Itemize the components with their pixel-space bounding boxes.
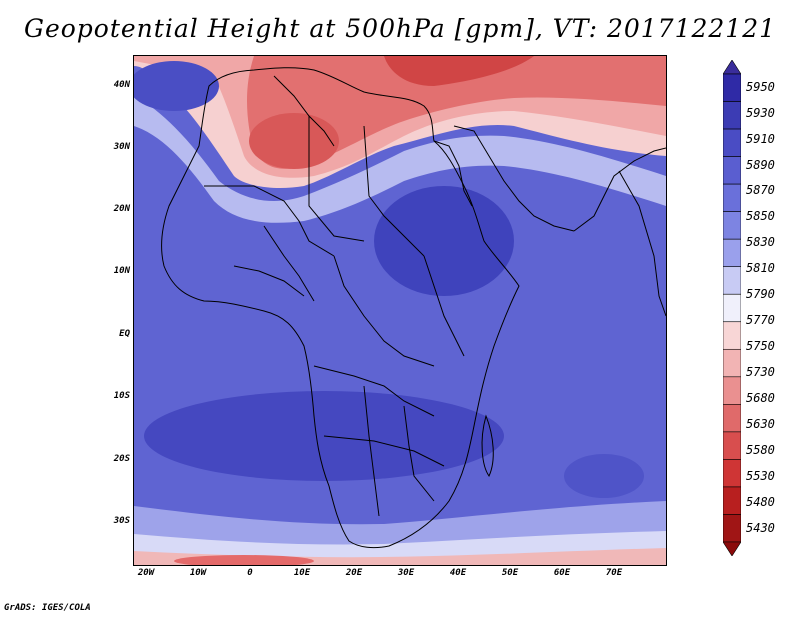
colorbar-bottom-arrow: [723, 541, 741, 556]
lat-label: 20N: [113, 204, 130, 214]
lon-label: 20W: [137, 568, 155, 578]
colorbar-label: 5830: [746, 235, 775, 249]
border-6: [333, 255, 435, 367]
colorbar-swatch: [723, 459, 741, 488]
colorbar-swatch: [723, 293, 741, 323]
colorbar-label: 5910: [746, 132, 775, 146]
red-sea-west: [433, 140, 473, 207]
colorbar-label: 5930: [746, 106, 775, 120]
field-red-blob: [249, 113, 339, 169]
colorbar-swatch: [723, 376, 741, 405]
colorbar-swatch: [723, 431, 741, 460]
border-7: [313, 365, 435, 417]
colorbar-swatch: [723, 486, 741, 515]
lon-label: 70E: [605, 568, 623, 578]
colorbar-swatch: [723, 266, 741, 295]
field-deep-blue-nw: [134, 61, 219, 111]
colorbar-label: 5810: [746, 261, 775, 275]
border-9: [363, 385, 380, 517]
india-coast: [618, 170, 666, 317]
arabia-coast: [453, 125, 575, 232]
geopotential-field: [134, 56, 666, 565]
border-4: [363, 125, 425, 257]
colorbar-swatch: [723, 211, 741, 240]
lon-label: 60E: [553, 568, 571, 578]
colorbar-label: 5480: [746, 495, 775, 509]
field-deep-blue-se: [564, 454, 644, 498]
lon-label: 50E: [501, 568, 519, 578]
field-pale-blue-band: [134, 96, 666, 223]
colorbar-label: 5790: [746, 287, 775, 301]
lon-label: 0: [247, 568, 253, 578]
colorbar-label: 5680: [746, 391, 775, 405]
border-12: [233, 265, 305, 297]
field-deep-blue-north: [374, 186, 514, 296]
colorbar-label: 5950: [746, 80, 775, 94]
colorbar-swatch: [723, 183, 741, 212]
colorbar-top-arrow: [723, 60, 741, 75]
colorbar: [723, 60, 741, 556]
border-8: [323, 435, 445, 467]
border-3: [308, 116, 365, 242]
colorbar-swatch: [723, 156, 741, 185]
lon-label: 10E: [293, 568, 311, 578]
colorbar-swatch: [723, 73, 741, 102]
colorbar-label: 5870: [746, 183, 775, 197]
colorbar-label: 5430: [746, 521, 775, 535]
lon-label: 10W: [189, 568, 207, 578]
colorbar-label: 5630: [746, 417, 775, 431]
footer-credit: GrADS: IGES/COLA: [4, 603, 91, 613]
lat-label: 10S: [113, 391, 130, 401]
lon-label: 40E: [449, 568, 467, 578]
field-south-red: [174, 555, 314, 565]
colorbar-label: 5850: [746, 209, 775, 223]
border-5: [423, 255, 465, 357]
field-red: [247, 56, 666, 169]
map-panel: [133, 55, 667, 566]
lat-label: EQ: [119, 329, 130, 339]
colorbar-swatch: [723, 348, 741, 378]
lat-label: 40N: [113, 80, 130, 90]
colorbar-swatch: [723, 514, 741, 543]
colorbar-swatch: [723, 238, 741, 268]
lat-label: 30N: [113, 142, 130, 152]
colorbar-label: 5890: [746, 158, 775, 172]
map-title: Geopotential Height at 500hPa [gpm], VT:…: [23, 14, 777, 43]
lat-label: 10N: [113, 266, 130, 276]
lon-label: 30E: [397, 568, 415, 578]
border-10: [403, 405, 435, 502]
colorbar-swatch: [723, 128, 741, 157]
border-11: [263, 225, 315, 302]
border-2: [204, 185, 335, 257]
iran-coast: [573, 147, 666, 232]
coastlines: [161, 67, 666, 549]
colorbar-label: 5580: [746, 443, 775, 457]
colorbar-label: 5730: [746, 365, 775, 379]
colorbar-swatch: [723, 101, 741, 130]
lat-label: 30S: [113, 516, 130, 526]
colorbar-label: 5750: [746, 339, 775, 353]
colorbar-label: 5770: [746, 313, 775, 327]
lon-label: 20E: [345, 568, 363, 578]
africa-coast: [161, 67, 520, 549]
field-dark-red: [384, 56, 534, 86]
lat-label: 20S: [113, 454, 130, 464]
colorbar-label: 5530: [746, 469, 775, 483]
colorbar-swatch: [723, 321, 741, 350]
madagascar: [481, 414, 494, 477]
colorbar-swatch: [723, 404, 741, 433]
